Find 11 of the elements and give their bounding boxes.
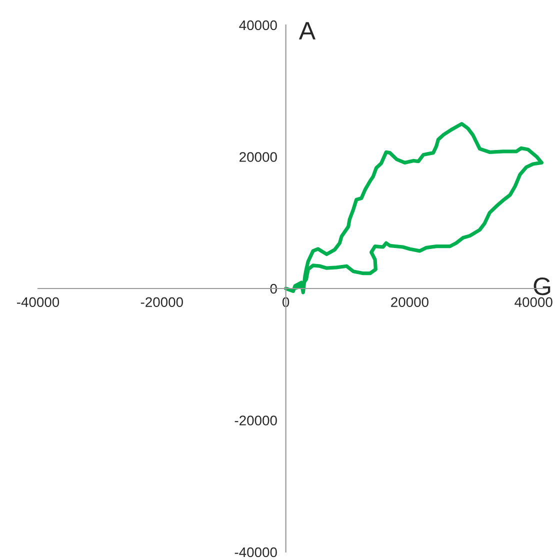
x-tick-label: -40000 bbox=[16, 297, 60, 308]
x-axis-title: G bbox=[534, 278, 550, 296]
x-tick-label: 40000 bbox=[514, 297, 552, 308]
x-tick-label: -20000 bbox=[140, 297, 183, 308]
x-tick-label: 20000 bbox=[391, 297, 428, 308]
y-tick-label: -20000 bbox=[234, 416, 277, 426]
y-tick-label: -40000 bbox=[234, 547, 277, 558]
y-tick-label: 40000 bbox=[239, 20, 277, 30]
x-tick-label: 0 bbox=[282, 297, 290, 308]
y-tick-label: 20000 bbox=[240, 152, 277, 162]
y-axis-title: A bbox=[298, 22, 316, 40]
